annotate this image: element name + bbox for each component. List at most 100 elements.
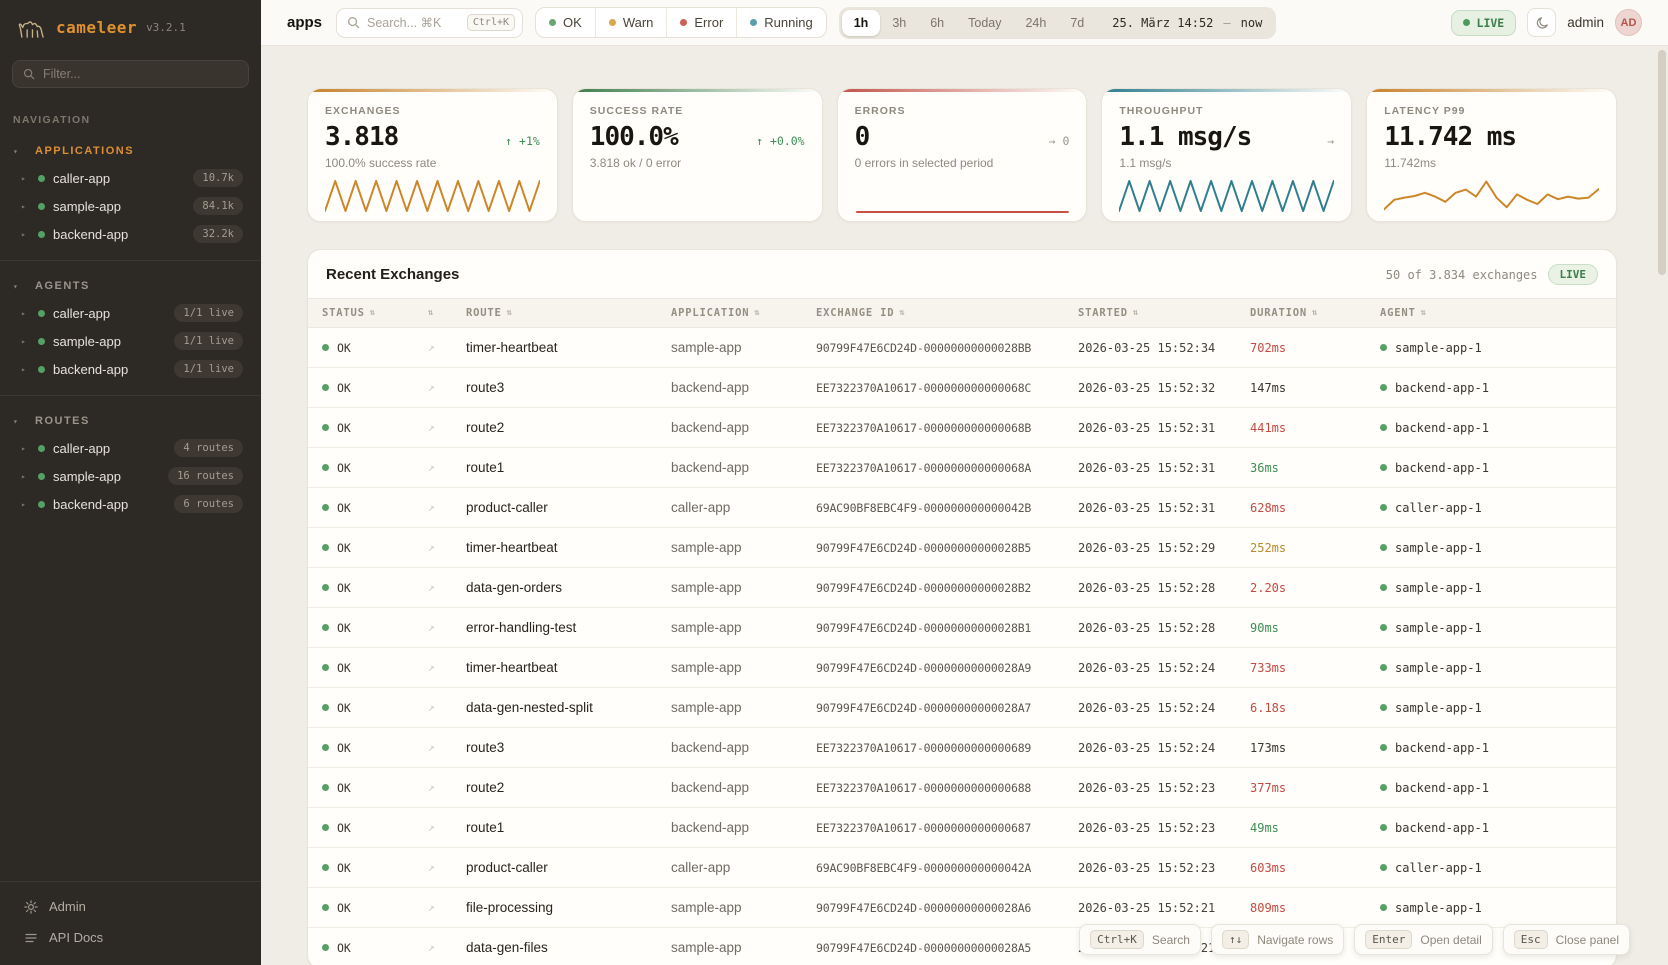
time-range-24h[interactable]: 24h [1013, 10, 1058, 36]
open-detail-cell[interactable]: ↗ [428, 461, 466, 474]
search-icon [348, 17, 360, 29]
route-cell: route3 [466, 380, 671, 395]
open-detail-cell[interactable]: ↗ [428, 901, 466, 914]
status-filter-warn[interactable]: Warn [594, 8, 667, 37]
sidebar-item-caller-app[interactable]: ▸ caller-app 1/1 live [0, 299, 261, 327]
open-detail-cell[interactable]: ↗ [428, 941, 466, 954]
search-input[interactable]: Search... ⌘K Ctrl+K [336, 7, 524, 38]
hint-open-detail: Enter Open detail [1354, 924, 1493, 955]
search-icon [23, 68, 35, 80]
time-range-7d[interactable]: 7d [1058, 10, 1096, 36]
table-row[interactable]: OK ↗ data-gen-nested-split sample-app 90799F… [308, 688, 1616, 728]
open-detail-cell[interactable]: ↗ [428, 541, 466, 554]
user-name[interactable]: admin [1567, 15, 1604, 30]
duration-cell: 603ms [1250, 861, 1380, 875]
open-detail-cell[interactable]: ↗ [428, 781, 466, 794]
started-cell: 2026-03-25 15:52:21 [1078, 901, 1250, 915]
column-header-application[interactable]: APPLICATION ⇅ [671, 307, 816, 319]
table-body: OK ↗ timer-heartbeat sample-app 90799F47E6CD… [308, 328, 1616, 965]
sidebar-item-caller-app[interactable]: ▸ caller-app 4 routes [0, 434, 261, 462]
table-row[interactable]: OK ↗ route1 backend-app EE7322370A10617-0000… [308, 808, 1616, 848]
agent-cell: backend-app-1 [1380, 381, 1616, 395]
sidebar-item-backend-app[interactable]: ▸ backend-app 6 routes [0, 490, 261, 518]
table-row[interactable]: OK ↗ route2 backend-app EE7322370A10617-0000… [308, 768, 1616, 808]
table-row[interactable]: OK ↗ route1 backend-app EE7322370A10617-0000… [308, 448, 1616, 488]
open-detail-cell[interactable]: ↗ [428, 821, 466, 834]
open-detail-cell[interactable]: ↗ [428, 341, 466, 354]
column-header-agent[interactable]: AGENT ⇅ [1380, 307, 1616, 319]
theme-toggle-button[interactable] [1527, 8, 1557, 37]
open-detail-cell[interactable]: ↗ [428, 661, 466, 674]
sidebar-filter-input[interactable]: Filter... [12, 60, 249, 88]
open-detail-cell[interactable]: ↗ [428, 501, 466, 514]
user-avatar[interactable]: AD [1615, 9, 1642, 36]
table-row[interactable]: OK ↗ product-caller caller-app 69AC90BF8EBC4… [308, 488, 1616, 528]
status-filter-ok[interactable]: OK [536, 8, 595, 37]
duration-value: 377ms [1250, 780, 1287, 795]
sidebar-section-routes[interactable]: ▾ ROUTES [0, 408, 261, 434]
duration-value: 809ms [1250, 900, 1287, 915]
open-detail-cell[interactable]: ↗ [428, 861, 466, 874]
agent-name: sample-app-1 [1395, 340, 1482, 355]
sidebar-footer-label: Admin [49, 899, 86, 914]
status-filter-running[interactable]: Running [736, 8, 825, 37]
table-row[interactable]: OK ↗ product-caller caller-app 69AC90BF8EBC4… [308, 848, 1616, 888]
sidebar-item-caller-app[interactable]: ▸ caller-app 10.7k [0, 164, 261, 192]
time-range-today[interactable]: Today [956, 10, 1013, 36]
status-label: OK [337, 580, 351, 595]
table-row[interactable]: OK ↗ timer-heartbeat sample-app 90799F47E6CD… [308, 328, 1616, 368]
open-detail-cell[interactable]: ↗ [428, 701, 466, 714]
open-detail-cell[interactable]: ↗ [428, 621, 466, 634]
table-row[interactable]: OK ↗ route3 backend-app EE7322370A10617-0000… [308, 728, 1616, 768]
table-row[interactable]: OK ↗ error-handling-test sample-app 90799F47… [308, 608, 1616, 648]
open-detail-cell[interactable]: ↗ [428, 381, 466, 394]
column-header-route[interactable]: ROUTE ⇅ [466, 307, 671, 319]
sidebar-item-sample-app[interactable]: ▸ sample-app 1/1 live [0, 327, 261, 355]
duration-cell: 252ms [1250, 541, 1380, 555]
table-row[interactable]: OK ↗ timer-heartbeat sample-app 90799F47E6CD… [308, 528, 1616, 568]
agent-cell: backend-app-1 [1380, 741, 1616, 755]
status-label: OK [337, 820, 351, 835]
agent-status-dot-icon [1380, 744, 1387, 751]
live-indicator[interactable]: LIVE [1450, 9, 1517, 36]
status-filter-error[interactable]: Error [666, 8, 736, 37]
sidebar-item-sample-app[interactable]: ▸ sample-app 16 routes [0, 462, 261, 490]
sidebar-section-applications[interactable]: ▾ APPLICATIONS [0, 138, 261, 164]
column-header-started[interactable]: STARTED ⇅ [1078, 307, 1250, 319]
status-label: OK [337, 900, 351, 915]
started-timestamp: 2026-03-25 15:52:31 [1078, 460, 1216, 475]
open-detail-cell[interactable]: ↗ [428, 421, 466, 434]
sidebar-footer-admin[interactable]: Admin [0, 891, 261, 922]
table-row[interactable]: OK ↗ data-gen-orders sample-app 90799F47E6CD… [308, 568, 1616, 608]
time-range-6h[interactable]: 6h [918, 10, 956, 36]
route-cell: product-caller [466, 500, 671, 515]
table-row[interactable]: OK ↗ timer-heartbeat sample-app 90799F47E6CD… [308, 648, 1616, 688]
sidebar-item-backend-app[interactable]: ▸ backend-app 32.2k [0, 220, 261, 248]
agent-cell: sample-app-1 [1380, 701, 1616, 715]
column-header-exchange-id[interactable]: EXCHANGE ID ⇅ [816, 307, 1078, 319]
table-row[interactable]: OK ↗ route2 backend-app EE7322370A10617-0000… [308, 408, 1616, 448]
status-dot-icon [38, 202, 45, 210]
open-detail-cell[interactable]: ↗ [428, 581, 466, 594]
column-header-open[interactable]: ⇅ [428, 308, 466, 318]
app-logo[interactable]: cameleer v3.2.1 [0, 0, 261, 40]
application-name: backend-app [671, 380, 750, 395]
sidebar-item-backend-app[interactable]: ▸ backend-app 1/1 live [0, 355, 261, 383]
column-header-status[interactable]: STATUS ⇅ [322, 307, 428, 319]
sidebar-item-sample-app[interactable]: ▸ sample-app 84.1k [0, 192, 261, 220]
column-header-duration[interactable]: DURATION ⇅ [1250, 307, 1380, 319]
open-row-icon: ↗ [428, 421, 435, 434]
status-cell: OK [322, 781, 428, 795]
time-range-group: 1h 3h 6h Today 24h 7d 25. März 14:52 — now [838, 6, 1277, 39]
application-name: sample-app [671, 900, 742, 915]
time-range-1h[interactable]: 1h [841, 9, 881, 36]
time-range-3h[interactable]: 3h [880, 10, 918, 36]
table-card-header: Recent Exchanges 50 of 3.834 exchanges L… [308, 250, 1616, 298]
sidebar-section-agents[interactable]: ▾ AGENTS [0, 273, 261, 299]
sidebar-footer-api-docs[interactable]: API Docs [0, 922, 261, 953]
open-detail-cell[interactable]: ↗ [428, 741, 466, 754]
table-row[interactable]: OK ↗ route3 backend-app EE7322370A10617-0000… [308, 368, 1616, 408]
scrollbar-thumb[interactable] [1658, 50, 1666, 275]
table-row[interactable]: OK ↗ file-processing sample-app 90799F47E6CD… [308, 888, 1616, 928]
status-dot-icon [38, 472, 45, 480]
